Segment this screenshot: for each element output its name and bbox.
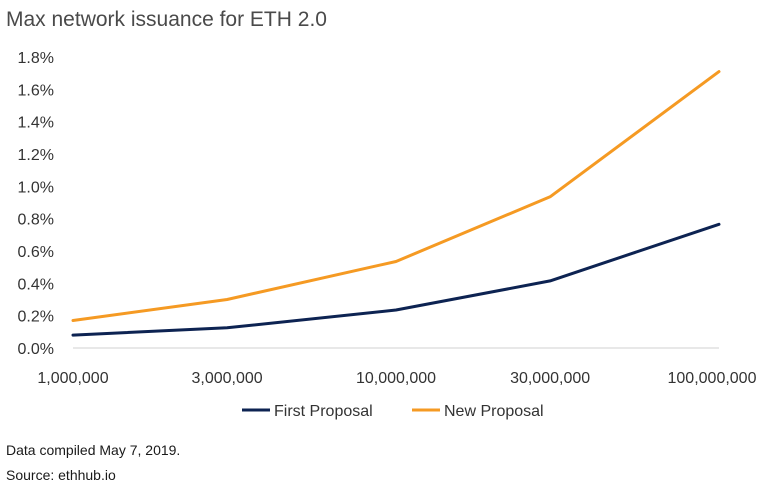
x-tick-label: 1,000,000 (37, 370, 108, 387)
y-tick-label: 0.8% (18, 212, 54, 229)
chart-title: Max network issuance for ETH 2.0 (6, 8, 327, 31)
y-tick-label: 0.0% (18, 341, 54, 358)
y-tick-label: 1.6% (18, 82, 54, 99)
legend-label: New Proposal (444, 403, 544, 420)
y-tick-label: 0.4% (18, 276, 54, 293)
x-axis-ticks: 1,000,000 3,000,000 10,000,000 30,000,000 10… (37, 370, 756, 387)
legend: First Proposal New Proposal (242, 403, 544, 420)
y-tick-label: 1.0% (18, 179, 54, 196)
data-compiled-note: Data compiled May 7, 2019. (6, 442, 181, 458)
source-note: Source: ethhub.io (6, 467, 116, 483)
y-tick-label: 1.2% (18, 147, 54, 164)
y-axis-ticks: 0.0% 0.2% 0.4% 0.6% 0.8% 1.0% 1.2% 1.4% 1.6% 1.8% (18, 50, 54, 358)
x-tick-label: 3,000,000 (192, 370, 263, 387)
series-line (71, 70, 721, 322)
x-tick-label: 30,000,000 (510, 370, 590, 387)
series-lines (71, 70, 721, 337)
x-tick-label: 100,000,000 (668, 370, 757, 387)
x-tick-label: 10,000,000 (356, 370, 436, 387)
y-tick-label: 0.6% (18, 244, 54, 261)
y-tick-label: 1.8% (18, 50, 54, 67)
y-tick-label: 1.4% (18, 115, 54, 132)
y-tick-label: 0.2% (18, 309, 54, 326)
series-line (71, 222, 721, 337)
legend-label: First Proposal (274, 403, 373, 420)
